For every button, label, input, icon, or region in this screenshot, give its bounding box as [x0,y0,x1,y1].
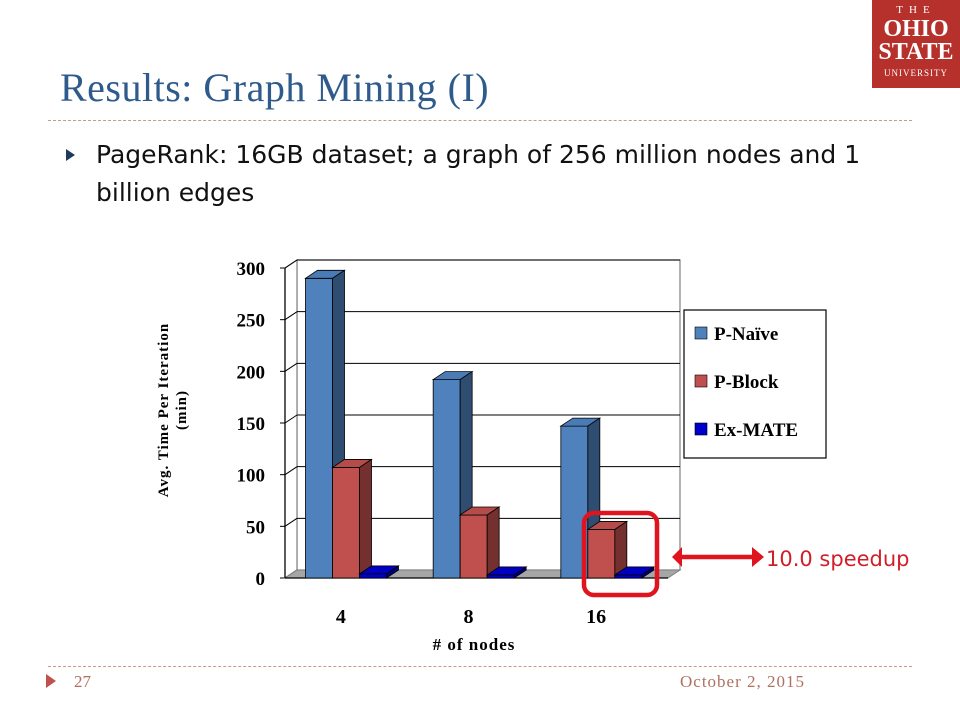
bar-side-exmate-8 [513,566,527,579]
bullet-arrow-icon [66,149,75,161]
legend-swatch [694,326,708,340]
x-axis-label: # of nodes [433,635,516,654]
bar-exmate-4 [359,573,387,579]
footer-divider [48,666,912,667]
y-tick-label: 250 [237,311,266,332]
university-logo: THE OHIO STATE UNIVERSITY [872,0,960,88]
speedup-label: 10.0 speedup [766,547,910,571]
speedup-arrow-head-left [672,547,682,567]
bar-side-exmate-4 [386,565,399,579]
bar-pblock-8 [459,514,488,579]
gridline-diagonal [284,517,298,527]
gridline-diagonal [284,466,298,476]
y-tick-label: 0 [256,569,266,590]
legend-label: Ex-MATE [714,420,798,441]
logo-line2: STATE [878,39,954,65]
y-tick-label: 300 [237,259,266,280]
y-tick-label: 100 [237,466,266,487]
footer-arrow-icon [46,674,56,688]
bar-side-exmate-16 [641,566,655,579]
y-tick-label: 50 [246,517,265,538]
title-divider [48,120,912,121]
x-tick-label: 4 [336,606,346,628]
legend-box [683,309,827,459]
bar-exmate-8 [486,574,515,579]
bar-side-pblock-8 [486,506,500,579]
y-tick-label: 200 [237,362,266,383]
bar-side-pblock-4 [359,458,372,579]
x-tick-label: 8 [464,606,474,628]
gridline-diagonal [284,414,298,424]
bar-exmate-16 [614,574,643,579]
y-axis-label: Avg. Time Per Iteration (min) [156,323,190,497]
speedup-arrow-head-right [752,547,764,567]
gridline-diagonal [284,362,298,372]
bar-pblock-4 [332,467,360,579]
legend-label: P-Naïve [714,324,778,345]
logo-line3: UNIVERSITY [884,68,948,78]
legend-label: P-Block [714,372,779,393]
slide-title: Results: Graph Mining (I) [60,65,490,110]
slide-date: October 2, 2015 [680,672,806,691]
bullet-text: PageRank: 16GB dataset; a graph of 256 m… [96,140,861,207]
legend-swatch [694,374,708,388]
page-number: 27 [74,672,91,691]
bar-pblock-16 [587,529,616,579]
y-tick-label: 150 [237,414,266,435]
gridline-diagonal [284,311,298,321]
legend-swatch [694,422,708,436]
logo-line1: OHIO [883,16,949,42]
bar-pnave-4 [305,277,333,579]
highlight-box [581,510,660,598]
logo-the: THE [896,4,936,16]
bar-pnave-8 [432,379,461,579]
x-tick-label: 16 [586,606,606,628]
gridline-diagonal [284,259,298,269]
